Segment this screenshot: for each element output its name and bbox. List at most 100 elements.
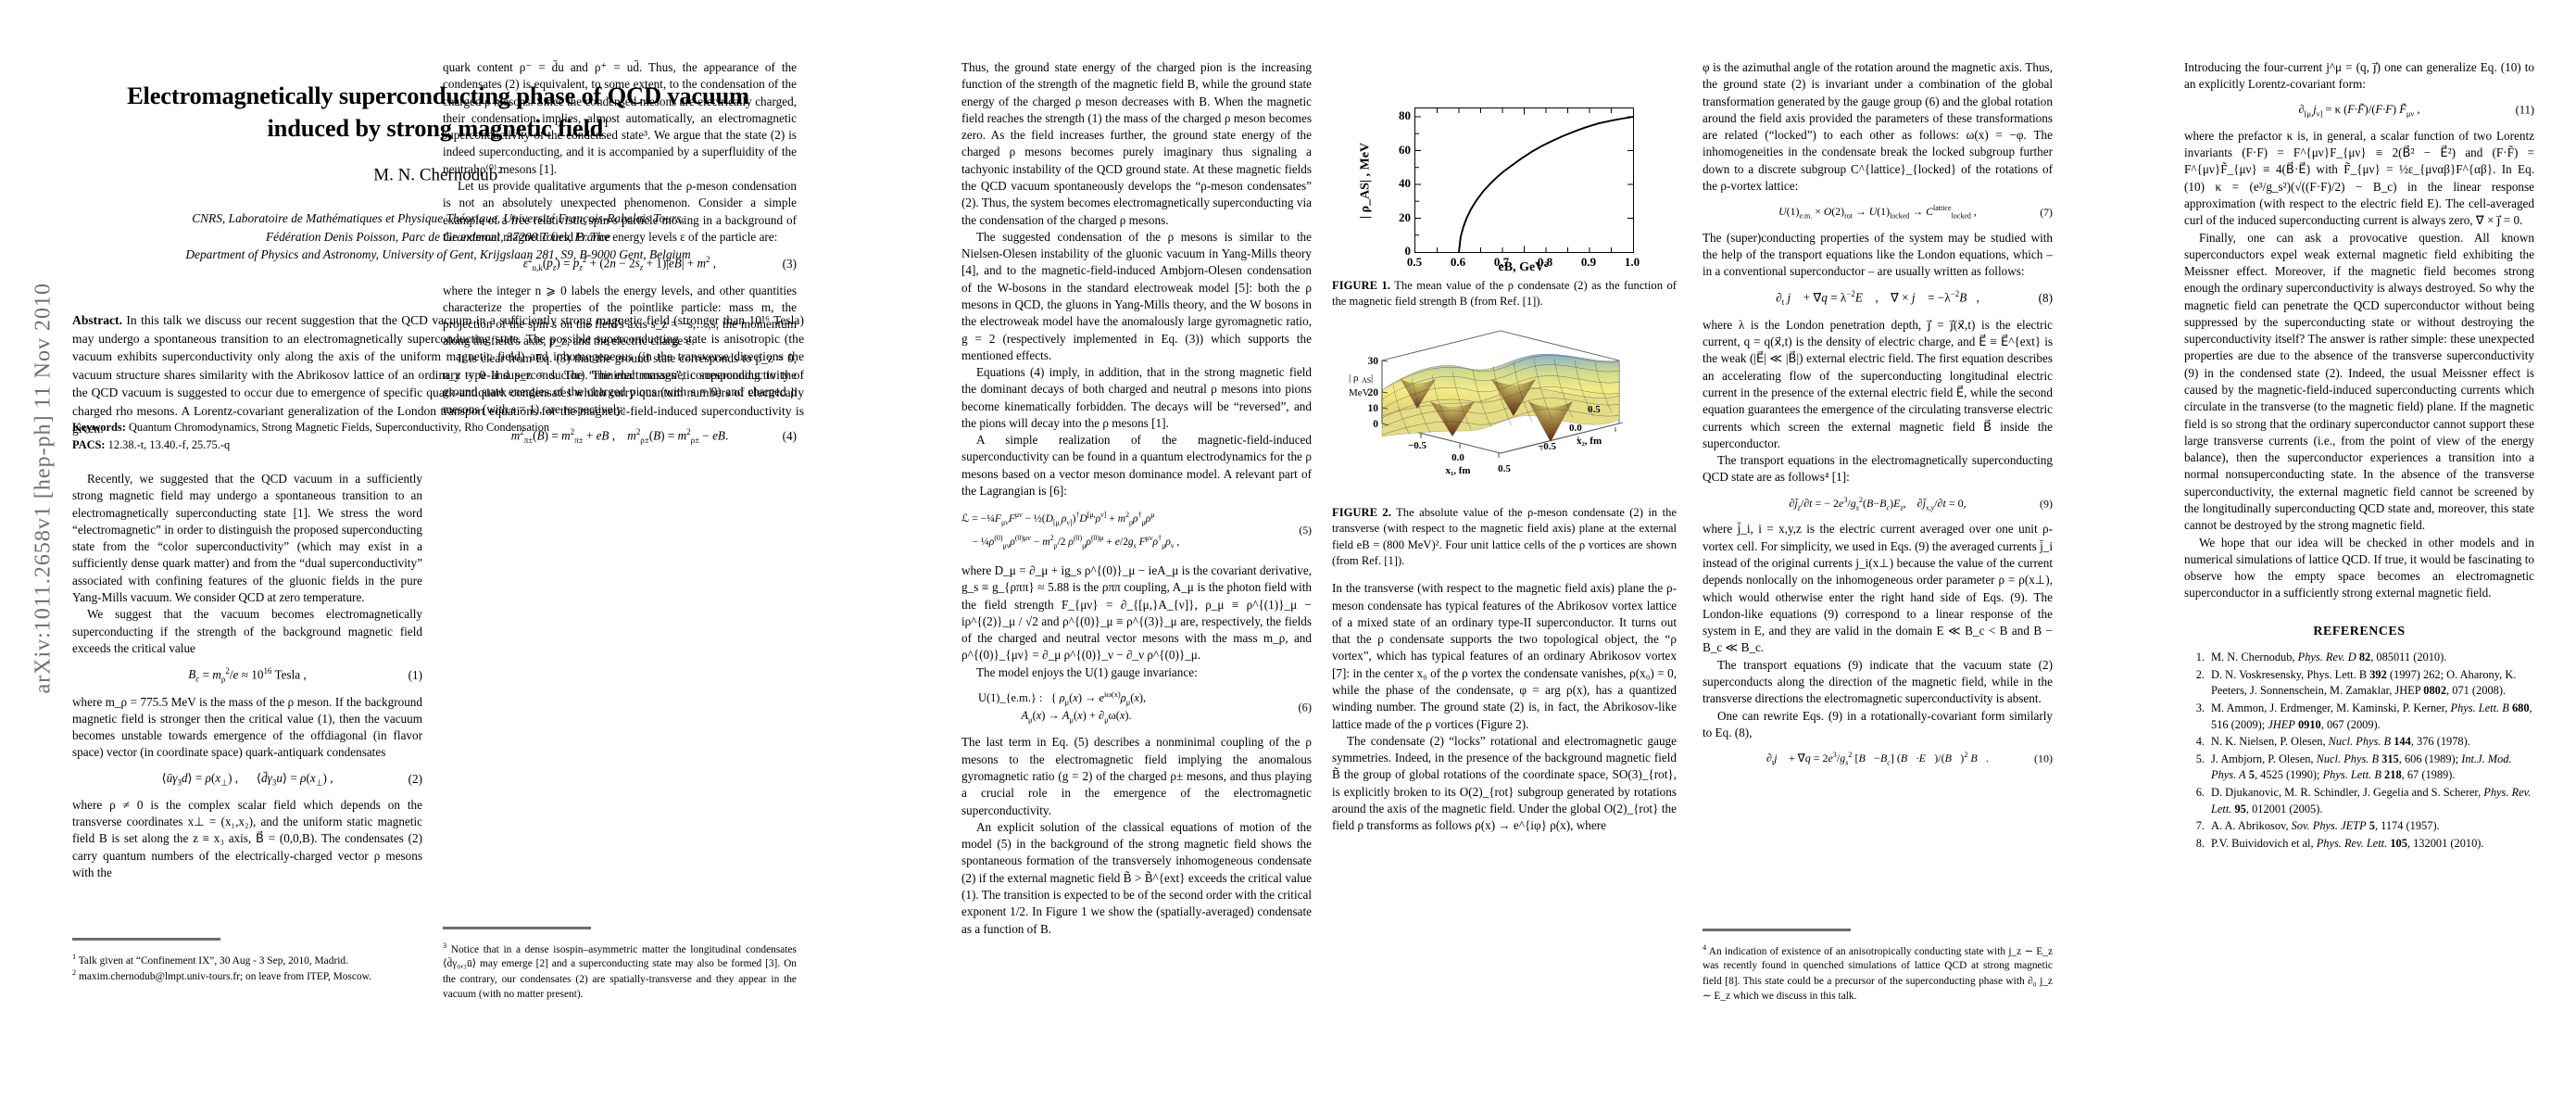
reference-number: 4. [2195,735,2205,749]
title-footnote-marker: 1 [603,116,609,131]
equation-2: ⟨ūγ3d⟩ = ρ(x⊥) , ⟨d̄γ3u⟩ = ρ(x⊥) , (2) [161,770,422,788]
equation-1: Bc = mρ2/e ≈ 1016 Tesla , (1) [188,666,422,685]
reference-number: 6. [2195,785,2205,799]
svg-text:| ρ: | ρ [1349,373,1359,384]
figure-2-caption-label: FIGURE 2. [1332,505,1391,519]
reference-item: 5. J. Ambjorn, P. Olesen, Nucl. Phys. B … [2184,752,2534,784]
equation-5: ℒ = −¼FμνFμν − ½(D[μ,ρν])†D[μ,ρν] + m2ρρ… [961,511,1312,550]
equation-11: ∂[μ,jν] = κ (F·F̃)/(F·F) F̃μν , (11) [2298,102,2535,119]
figure-2-caption-text: The absolute value of the ρ-meson conden… [1332,505,1677,567]
equation-6-label: U(1)_{e.m.} : [978,691,1043,705]
equation-number: (3) [782,256,797,271]
ref-4: J. Ambjorn, P. Olesen, Nucl. Phys. B 315… [2211,752,2512,782]
paragraph: We hope that our idea will be checked in… [2184,535,2534,600]
reference-number: 5. [2195,752,2205,765]
title-line-2: induced by strong magnetic field [267,113,604,142]
reference-item: 6. D. Djukanovic, M. R. Schindler, J. Ge… [2184,785,2534,817]
paragraph: where j̄_i, i = x,y,z is the electric cu… [1703,522,2053,655]
y-tick: 60 [1399,142,1411,157]
equation-6: U(1)_{e.m.} : { ρμ(x) → eiω(x)ρμ(x), Aμ(… [978,689,1312,725]
ref-2: M. Ammon, J. Erdmenger, M. Kaminski, P. … [2211,701,2532,731]
figure-2-caption: FIGURE 2. The absolute value of the ρ-me… [1332,505,1677,570]
paragraph: Introducing the four-current j^μ = (q, j… [2184,60,2534,92]
paragraph: It is clear from Eq. (3) that the ground… [443,350,797,416]
footnote-marker: 4 [1703,942,1707,952]
abstract-block: Abstract. In this talk we discuss our re… [72,311,804,438]
footnote-text: Notice that in a dense isospin–asymmetri… [443,943,797,1000]
reference-item: 2. D. N. Voskresensky, Phys. Lett. B 392… [2184,667,2534,700]
footnote-marker: 2 [72,968,77,978]
svg-text:−0.5: −0.5 [1538,441,1557,452]
column-1: Recently, we suggested that the QCD vacu… [72,471,422,881]
paragraph: The suggested condensation of the ρ meso… [961,229,1312,362]
x-tick: 0.7 [1493,255,1510,269]
equation-number: (5) [1299,524,1312,537]
keywords-label: Keywords: [72,421,126,434]
paragraph: A simple realization of the magnetic-fie… [961,433,1312,499]
reference-text: N. K. Nielsen, P. Olesen, Nucl. Phys. B … [2211,734,2534,751]
affiliation-line-3: Department of Physics and Astronomy, Uni… [185,247,691,262]
y-tick: 0 [1404,244,1412,258]
reference-text: M. N. Chernodub, Phys. Rev. D 82, 085011… [2211,650,2534,666]
x-tick: 0.5 [1406,255,1423,269]
column-3b: | ρ_AS| , MeV 0 20 40 60 80 [1332,59,1677,834]
affiliation-line-2: Fédération Denis Poisson, Parc de Grandm… [265,229,611,244]
paragraph: where the prefactor κ is, in general, a … [2184,128,2534,228]
author-name: M. N. Chernodub2 [373,164,503,185]
references-heading: REFERENCES [2313,624,2406,638]
footnote-rule [1703,929,1851,931]
footnote-marker: 1 [72,952,77,961]
column-5: Introducing the four-current j^μ = (q, j… [2184,59,2534,853]
ref-3: N. K. Nielsen, P. Olesen, Nucl. Phys. B … [2211,735,2470,749]
equation-number: (8) [2038,291,2053,306]
equation-4: m2π±(B) = m2π± + eB , m2ρ±(B) = m2ρ± − e… [510,426,797,445]
reference-number: 7. [2195,819,2205,833]
ref-0: M. N. Chernodub, Phys. Rev. D 82, 085011… [2211,651,2447,664]
figure-1-x-ticks: 0.5 0.6 0.7 0.8 0.9 1.0 [1407,254,1640,271]
svg-text:0.0: 0.0 [1569,423,1582,434]
equation-number: (7) [2040,205,2053,219]
svg-text:30: 30 [1368,356,1379,367]
paragraph: Finally, one can ask a provocative quest… [2184,230,2534,533]
figure-1-y-axis-label: | ρ_AS| , MeV [1358,142,1373,220]
keywords-value: Quantum Chromodynamics, Strong Magnetic … [128,421,550,434]
svg-text:0.5: 0.5 [1498,463,1511,474]
equation-number: (2) [408,771,422,786]
references-section: REFERENCES 1. M. N. Chernodub, Phys. Rev… [2184,623,2534,853]
paragraph: We suggest that the vacuum becomes elect… [72,607,422,655]
y-tick: 40 [1399,176,1411,190]
footnote-text: An indication of existence of an anisotr… [1703,945,2053,1002]
paragraph: The transport equations in the electroma… [1703,453,2053,485]
svg-text:0.0: 0.0 [1451,452,1464,463]
footnote-block-2: 3 Notice that in a dense isospin–asymmet… [443,927,797,1002]
arxiv-stamp: arXiv:1011.2658v1 [hep-ph] 11 Nov 2010 [31,283,56,694]
figure-1-caption-label: FIGURE 1. [1332,279,1390,292]
equation-9: ∂j̄z/∂t = − 2e3/gs2(B−Bc)Ez, ∂j̄x,y/∂t =… [1789,495,2053,512]
footnote-marker: 3 [443,941,447,950]
equation-7: U(1)e.m. × O(2)rot → U(1)locked → Clatti… [1778,204,2053,221]
footnote-rule [72,938,220,941]
equation-8: ∂t j⃗ + ∇⃗q = λ−2E⃗ , ∇⃗ × j⃗ = −λ−2B⃗, … [1776,289,2053,308]
affiliation-line-1: CNRS, Laboratoire de Mathématiques et Ph… [192,211,685,226]
footnote-3: 3 Notice that in a dense isospin–asymmet… [443,941,797,1003]
reference-number: 2. [2195,667,2205,681]
svg-text:x₁, fm: x₁, fm [1445,465,1470,476]
reference-number: 8. [2195,836,2205,850]
reference-text: P.V. Buividovich et al, Phys. Rev. Lett.… [2211,836,2534,853]
reference-text: D. Djukanovic, M. R. Schindler, J. Gegel… [2211,785,2534,817]
reference-item: 7. A. A. Abrikosov, Sov. Phys. JETP 5, 1… [2184,818,2534,835]
paragraph: The last term in Eq. (5) describes a non… [961,735,1312,817]
paragraph: quark content ρ⁻ = d̄u and ρ⁺ = ud̄. Thu… [443,60,797,176]
affiliation-block: CNRS, Laboratoire de Mathématiques et Ph… [72,209,804,263]
reference-number: 3. [2195,701,2205,714]
equation-number: (9) [2040,497,2053,511]
figure-1: | ρ_AS| , MeV 0 20 40 60 80 [1332,59,1677,310]
paragraph: Equations (4) imply, in addition, that i… [961,365,1312,430]
x-tick: 0.9 [1580,255,1597,269]
x-tick: 0.6 [1450,255,1466,269]
paragraph: An explicit solution of the classical eq… [961,819,1312,936]
paragraph: where ρ ≠ 0 is the complex scalar field … [72,797,422,879]
figure-2-chart: 30 20 10 0 | ρ AS | MeV −0.5 0.0 0.5 x₁,… [1345,323,1664,499]
figure-1-plot-frame [1414,107,1634,253]
